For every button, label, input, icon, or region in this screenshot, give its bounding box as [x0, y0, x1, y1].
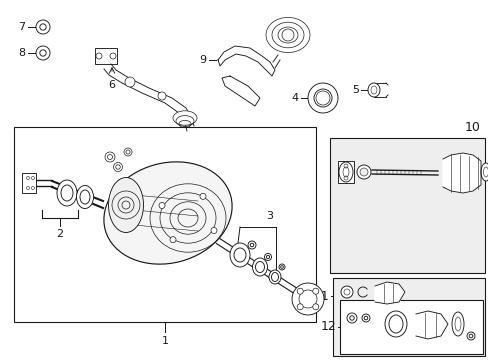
Ellipse shape [80, 190, 90, 204]
Bar [339, 300, 482, 354]
Circle shape [280, 266, 283, 268]
Text: 7: 7 [18, 22, 25, 32]
Text: 8: 8 [18, 48, 25, 58]
Ellipse shape [367, 83, 379, 97]
Text: 6: 6 [108, 80, 115, 90]
Circle shape [361, 314, 369, 322]
Circle shape [266, 256, 269, 258]
Ellipse shape [229, 243, 249, 267]
Ellipse shape [103, 162, 232, 264]
Circle shape [40, 24, 46, 30]
Circle shape [105, 152, 115, 162]
Circle shape [279, 264, 285, 270]
Text: 12: 12 [320, 320, 335, 333]
Bar [95, 48, 117, 64]
Ellipse shape [480, 163, 488, 181]
Circle shape [36, 20, 50, 34]
Ellipse shape [108, 177, 143, 233]
Circle shape [247, 241, 256, 249]
Ellipse shape [338, 162, 352, 182]
Ellipse shape [268, 270, 281, 284]
Circle shape [158, 92, 165, 100]
Polygon shape [374, 282, 404, 304]
Circle shape [291, 283, 324, 315]
Text: 2: 2 [56, 229, 63, 239]
Text: 10: 10 [464, 121, 480, 134]
Ellipse shape [76, 185, 93, 208]
Bar [332, 278, 484, 356]
Circle shape [346, 313, 356, 323]
Bar [22, 173, 36, 193]
Circle shape [297, 304, 303, 310]
Circle shape [200, 193, 205, 199]
Circle shape [124, 148, 132, 156]
Bar [329, 138, 484, 273]
Ellipse shape [252, 258, 267, 276]
Ellipse shape [388, 315, 402, 333]
Text: 1: 1 [161, 336, 168, 346]
Ellipse shape [61, 185, 73, 201]
Circle shape [466, 332, 474, 340]
Circle shape [356, 165, 370, 179]
Polygon shape [222, 76, 260, 106]
Polygon shape [415, 311, 447, 339]
Circle shape [264, 253, 271, 261]
Circle shape [159, 202, 164, 208]
Ellipse shape [255, 261, 264, 273]
Circle shape [468, 334, 472, 338]
Polygon shape [218, 46, 274, 76]
Circle shape [297, 288, 303, 294]
Circle shape [250, 243, 253, 247]
Ellipse shape [173, 111, 197, 125]
Bar [337, 161, 353, 183]
Circle shape [315, 91, 329, 105]
Text: 4: 4 [291, 93, 298, 103]
Bar [14, 127, 315, 322]
Ellipse shape [313, 89, 331, 107]
Circle shape [113, 162, 122, 171]
Circle shape [364, 316, 367, 320]
Circle shape [340, 286, 352, 298]
Ellipse shape [307, 83, 337, 113]
Circle shape [107, 154, 112, 159]
Ellipse shape [384, 311, 406, 337]
Circle shape [36, 46, 50, 60]
Circle shape [40, 50, 46, 56]
Text: 3: 3 [266, 211, 273, 221]
Text: 5: 5 [351, 85, 358, 95]
Circle shape [125, 77, 135, 87]
Text: 9: 9 [199, 55, 205, 65]
Circle shape [126, 150, 130, 154]
Text: 11: 11 [313, 289, 328, 302]
Ellipse shape [57, 180, 77, 206]
Circle shape [312, 304, 318, 310]
Circle shape [210, 228, 217, 234]
Circle shape [359, 168, 367, 176]
Circle shape [312, 288, 318, 294]
Polygon shape [442, 153, 480, 193]
Circle shape [116, 165, 120, 169]
Ellipse shape [271, 273, 278, 282]
Circle shape [282, 29, 293, 41]
Ellipse shape [451, 312, 463, 336]
Circle shape [170, 237, 176, 243]
Ellipse shape [234, 248, 245, 262]
Circle shape [349, 316, 353, 320]
